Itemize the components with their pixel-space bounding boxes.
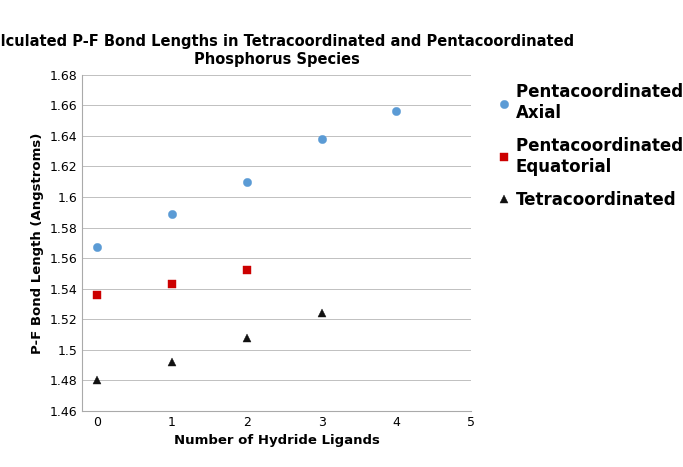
Title: Calculated P-F Bond Lengths in Tetracoordinated and Pentacoordinated
Phosphorus : Calculated P-F Bond Lengths in Tetracoor… <box>0 34 574 67</box>
Line: Pentacoordinated -
Equatorial: Pentacoordinated - Equatorial <box>93 266 251 299</box>
Pentacoordinated -
Axial <box>318 136 326 142</box>
Tetracoordinated <box>242 335 251 340</box>
Line: Tetracoordinated: Tetracoordinated <box>93 309 326 384</box>
Tetracoordinated <box>93 378 101 383</box>
Pentacoordinated -
Axial <box>242 179 251 184</box>
Pentacoordinated -
Axial <box>168 211 176 217</box>
Tetracoordinated <box>318 311 326 316</box>
Tetracoordinated <box>168 359 176 365</box>
Pentacoordinated -
Axial <box>93 245 101 250</box>
X-axis label: Number of Hydride Ligands: Number of Hydride Ligands <box>173 434 380 447</box>
Legend: Pentacoordinated -
Axial, Pentacoordinated -
Equatorial, Tetracoordinated: Pentacoordinated - Axial, Pentacoordinat… <box>499 83 683 209</box>
Pentacoordinated -
Axial <box>392 109 400 114</box>
Pentacoordinated -
Equatorial <box>168 281 176 287</box>
Pentacoordinated -
Equatorial <box>242 268 251 273</box>
Pentacoordinated -
Equatorial <box>93 292 101 297</box>
Y-axis label: P-F Bond Length (Angstroms): P-F Bond Length (Angstroms) <box>31 132 44 354</box>
Line: Pentacoordinated -
Axial: Pentacoordinated - Axial <box>93 107 400 252</box>
